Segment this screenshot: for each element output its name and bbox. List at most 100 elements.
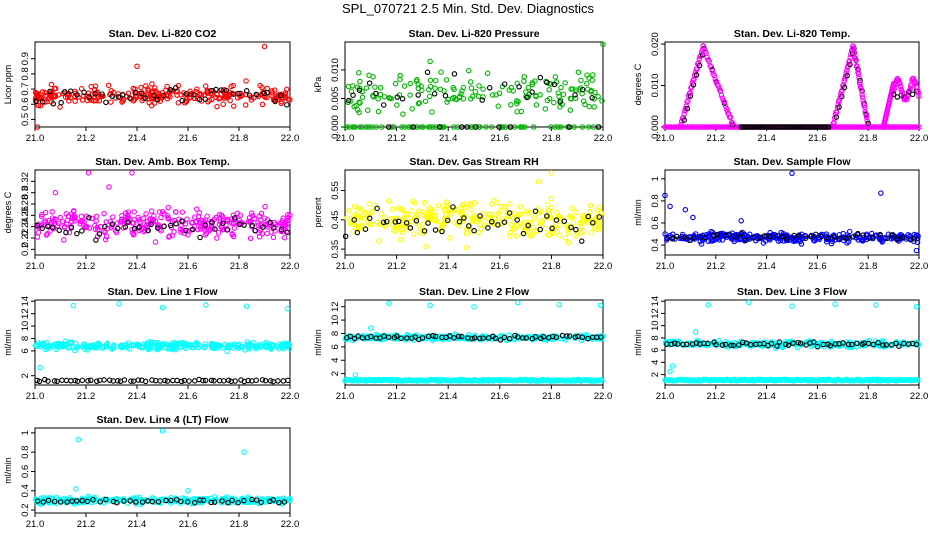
- data-point-black: [557, 99, 563, 105]
- y-tick-label: 8: [330, 331, 341, 336]
- data-point: [907, 124, 914, 130]
- y-tick-label: 0.45: [330, 211, 341, 230]
- data-point-black: [687, 93, 694, 99]
- data-point: [484, 70, 491, 77]
- data-point: [258, 210, 265, 217]
- y-tick-label: 0.32: [20, 172, 31, 191]
- y-axis-label: Licor ppm: [3, 65, 13, 105]
- data-point: [117, 219, 124, 225]
- y-tick-label: 14: [20, 296, 31, 307]
- data-point-black: [127, 95, 133, 101]
- data-point: [93, 218, 99, 224]
- data-point: [522, 224, 528, 230]
- data-point: [363, 210, 369, 216]
- data-point: [517, 124, 524, 130]
- data-point: [181, 230, 188, 237]
- data-point: [455, 208, 462, 215]
- data-point: [195, 226, 201, 233]
- data-point: [895, 77, 902, 83]
- data-point-black: [579, 238, 585, 244]
- chart-line1-flow: Stan. Dev. Line 1 Flow ml/min 21.0 21.2 21.4…: [3, 286, 299, 402]
- data-point: [572, 95, 579, 102]
- data-point: [140, 215, 147, 222]
- x-tick-label: 21.4: [757, 261, 776, 272]
- data-point-outlier: [832, 301, 838, 308]
- data-point: [850, 43, 856, 49]
- data-point: [237, 93, 243, 100]
- data-point: [542, 106, 549, 112]
- data-points: [662, 299, 922, 384]
- x-tick-label: 21.6: [179, 391, 198, 402]
- data-point: [349, 83, 356, 89]
- data-point: [689, 124, 696, 130]
- data-point-black: [681, 117, 688, 123]
- data-point: [375, 108, 382, 115]
- data-point: [366, 201, 373, 207]
- data-point: [219, 213, 226, 220]
- data-point-black: [354, 229, 361, 236]
- data-point: [847, 124, 854, 130]
- data-point-black: [841, 84, 848, 91]
- chart-title: Stan. Dev. Line 4 (LT) Flow: [96, 414, 229, 426]
- y-tick-label: 14: [650, 296, 661, 307]
- data-points: [342, 170, 604, 251]
- y-axis-label: ml/min: [313, 329, 323, 356]
- data-point-outlier: [705, 302, 711, 308]
- data-point-black: [496, 124, 502, 130]
- y-tick-label: 0.35: [330, 240, 341, 259]
- data-point: [889, 124, 895, 130]
- data-point: [451, 124, 457, 130]
- data-point: [580, 98, 587, 104]
- data-point-black: [890, 91, 897, 97]
- data-point-black: [351, 217, 357, 223]
- data-point-black: [191, 91, 197, 98]
- data-point: [189, 219, 196, 226]
- data-point: [423, 243, 429, 250]
- plot-frame: [34, 41, 291, 128]
- data-point: [78, 213, 85, 220]
- data-point: [467, 200, 474, 207]
- data-point: [377, 91, 384, 98]
- data-point-black: [373, 90, 379, 97]
- data-point: [204, 90, 211, 96]
- data-point: [909, 124, 915, 130]
- chart-title: Stan. Dev. Li-820 CO2: [109, 28, 217, 40]
- data-point: [523, 89, 529, 95]
- data-point: [103, 219, 110, 225]
- data-point: [567, 95, 574, 102]
- x-tick-label: 21.4: [439, 133, 458, 144]
- data-point: [593, 214, 600, 221]
- data-point-outlier: [85, 170, 92, 176]
- data-point: [107, 99, 114, 105]
- data-point-outlier: [368, 325, 374, 331]
- data-point: [472, 218, 478, 225]
- data-point: [35, 102, 42, 109]
- data-point: [145, 86, 151, 92]
- data-point: [361, 215, 368, 222]
- data-point: [378, 211, 384, 217]
- data-point: [395, 205, 402, 211]
- data-point: [152, 85, 158, 91]
- data-point: [351, 103, 357, 110]
- y-tick-label: 0.8: [20, 67, 31, 80]
- data-point: [433, 124, 439, 130]
- data-point: [498, 203, 505, 210]
- data-point: [494, 199, 500, 206]
- data-point-black: [81, 89, 87, 95]
- data-point: [570, 220, 577, 226]
- data-point: [527, 229, 533, 235]
- data-point-black: [148, 221, 154, 228]
- data-point-black: [693, 72, 700, 78]
- data-point-outlier: [386, 300, 392, 307]
- data-point: [413, 124, 420, 130]
- data-point: [564, 224, 571, 231]
- data-point: [262, 203, 268, 210]
- data-point-black: [93, 237, 99, 243]
- data-point: [72, 98, 78, 104]
- y-axis-label: percent: [313, 197, 323, 228]
- data-point: [497, 208, 503, 214]
- y-tick-label: 6: [330, 344, 341, 349]
- data-point: [363, 124, 370, 130]
- data-point: [368, 210, 375, 216]
- data-point: [237, 212, 244, 219]
